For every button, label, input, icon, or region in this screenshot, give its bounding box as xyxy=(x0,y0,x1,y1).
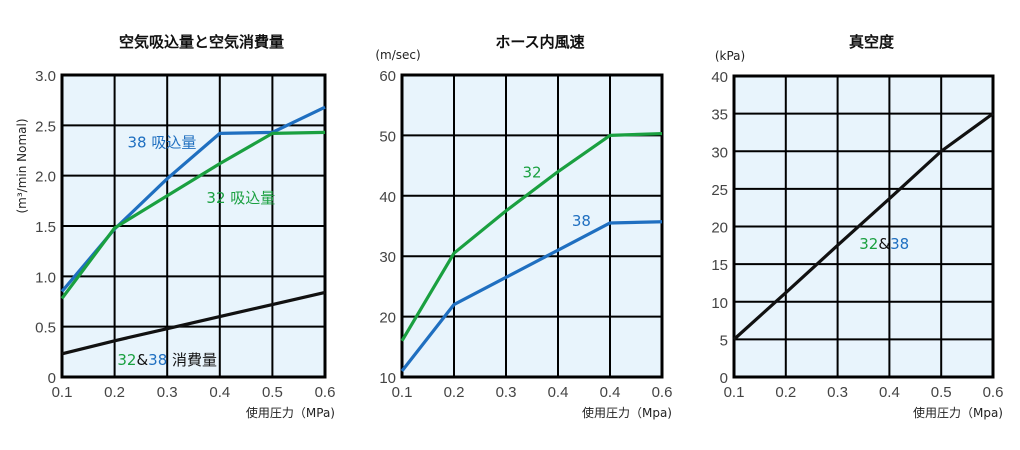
y-axis-label: (m³/min Nomal) xyxy=(15,118,29,213)
plot-frame xyxy=(732,74,995,379)
x-tick-label: 0.4 xyxy=(209,384,230,401)
y-tick-label: 10 xyxy=(379,370,396,387)
series-label-part: 38 xyxy=(572,212,591,230)
x-tick-label: 0.2 xyxy=(104,384,125,401)
series-line xyxy=(61,290,326,356)
y-tick-label: 5 xyxy=(720,332,728,349)
y-tick-label: 2.5 xyxy=(35,118,56,135)
series-label-part: 38 吸込量 xyxy=(128,133,197,151)
x-tick-label: 0.3 xyxy=(157,384,178,401)
y-tick-label: 35 xyxy=(711,107,728,124)
y-tick-label: 40 xyxy=(379,189,396,206)
x-axis-label: 使用圧力（Mpa) xyxy=(582,405,672,420)
x-tick-label: 0.4 xyxy=(879,384,900,401)
y-tick-label: 10 xyxy=(711,295,728,312)
series-label: 32 xyxy=(522,164,541,182)
y-tick-label: 60 xyxy=(379,68,396,85)
y-tick-label: 30 xyxy=(711,144,728,161)
x-tick-label: 0.1 xyxy=(392,384,413,401)
chart-3: 0 5 10 15 20 25 30 35 40 0.1 0.2 0.3 0.4 0.5 0.6 32&38 真… xyxy=(711,33,1003,420)
series-label: 38 xyxy=(572,212,591,230)
series-label-part: 38 xyxy=(148,351,167,369)
x-tick-label: 0.1 xyxy=(52,384,73,401)
x-tick-label: 0.6 xyxy=(315,384,336,401)
y-tick-label: 0 xyxy=(720,370,728,387)
x-tick-label: 0.5 xyxy=(931,384,952,401)
x-tick-label: 0.3 xyxy=(827,384,848,401)
series-label-part: 32 xyxy=(522,164,541,182)
y-tick-label: 1.0 xyxy=(35,269,56,286)
chart-1: 0 0.5 1.0 1.5 2.0 2.5 3.0 0.1 0.2 0.3 0.4 0.5 0.6 38 … xyxy=(15,33,335,420)
y-tick-label: 0.5 xyxy=(35,320,56,337)
series-line xyxy=(60,130,326,300)
series-line xyxy=(400,131,663,342)
plot-frame xyxy=(60,73,327,379)
y-tick-label: 1.5 xyxy=(35,219,56,236)
y-tick-label: 2.0 xyxy=(35,169,56,186)
chart-title: 真空度 xyxy=(849,33,895,51)
plot-area xyxy=(402,75,662,377)
x-tick-label: 0.6 xyxy=(652,384,673,401)
x-tick-label: 0.4 xyxy=(548,384,569,401)
x-tick-label: 0.1 xyxy=(724,384,745,401)
series-label-part: 32 xyxy=(117,351,136,369)
y-tick-label: 50 xyxy=(379,128,396,145)
series-label: 32&38 消費量 xyxy=(117,351,217,369)
series-label-part: 消費量 xyxy=(167,351,217,369)
series-label: 32 吸込量 xyxy=(206,189,275,207)
x-tick-label: 0.2 xyxy=(444,384,465,401)
y-axis-label: (kPa) xyxy=(715,49,745,63)
y-tick-label: 15 xyxy=(711,257,728,274)
series-line xyxy=(400,220,663,372)
chart-2: 10 20 30 40 50 60 0.1 0.2 0.3 0.4 0.4 0.6 32 38 ホース内風速… xyxy=(375,33,672,420)
series-label-part: & xyxy=(878,235,890,253)
series-label-part: 32 xyxy=(859,235,878,253)
y-tick-label: 3.0 xyxy=(35,68,56,85)
series-label: 38 吸込量 xyxy=(128,133,197,151)
plot-frame xyxy=(400,73,664,379)
x-tick-label: 0.5 xyxy=(262,384,283,401)
chart-title: ホース内風速 xyxy=(495,33,584,51)
x-tick-label: 0.6 xyxy=(983,384,1004,401)
y-axis-label: (m/sec) xyxy=(375,48,420,62)
y-tick-label: 0 xyxy=(48,370,56,387)
y-tick-label: 20 xyxy=(711,220,728,237)
y-tick-label: 30 xyxy=(379,249,396,266)
chart-title: 空気吸込量と空気消費量 xyxy=(119,33,284,51)
y-tick-label: 40 xyxy=(711,69,728,86)
series-label: 32&38 xyxy=(859,235,909,253)
series-line xyxy=(732,112,994,341)
y-tick-label: 25 xyxy=(711,182,728,199)
x-axis-label: 使用圧力（MPa) xyxy=(246,405,335,420)
series-label-part: & xyxy=(136,351,148,369)
x-tick-label: 0.4 xyxy=(600,384,621,401)
x-tick-label: 0.2 xyxy=(775,384,796,401)
series-label-part: 38 xyxy=(890,235,909,253)
x-tick-label: 0.3 xyxy=(496,384,517,401)
y-tick-label: 20 xyxy=(379,310,396,327)
x-axis-label: 使用圧力（Mpa) xyxy=(913,405,1003,420)
series-label-part: 32 吸込量 xyxy=(206,189,275,207)
